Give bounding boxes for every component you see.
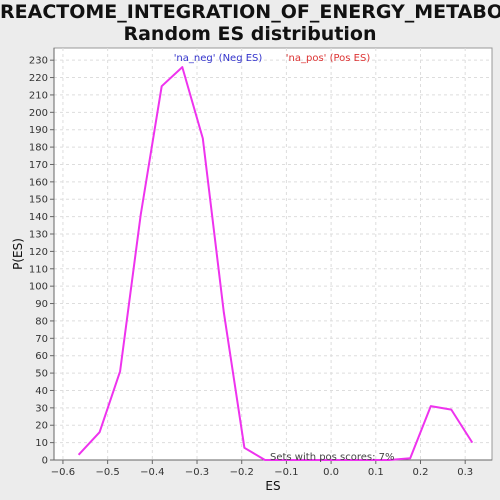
y-tick-label: 100 [29,282,48,293]
x-tick-label: −0.5 [95,467,119,478]
pos-scores-annotation: Sets with pos scores: 7% [270,452,395,463]
y-tick-label: 60 [35,351,48,362]
x-tick-label: 0.1 [368,467,384,478]
y-tick-label: 140 [29,212,48,223]
grid [54,48,492,460]
y-tick-label: 230 [29,56,48,67]
y-tick-label: 200 [29,108,48,119]
y-tick-label: 210 [29,90,48,101]
chart-title: REACTOME_INTEGRATION_OF_ENERGY_METABOLIS… [0,0,500,45]
x-tick-label: −0.2 [230,467,254,478]
y-tick-label: 150 [29,195,48,206]
legend-neg: 'na_neg' (Neg ES) [174,53,263,64]
plot-area [53,47,493,461]
y-tick-label: 180 [29,143,48,154]
y-tick-label: 90 [35,299,48,310]
y-axis-label: P(ES) [11,238,25,270]
series-layer [77,66,474,461]
y-tick-label: 110 [29,264,48,275]
y-tick-label: 20 [35,421,48,432]
y-tick-label: 220 [29,73,48,84]
y-tick-label: 160 [29,177,48,188]
x-tick-label: −0.6 [51,467,75,478]
x-tick-label: 0.0 [323,467,339,478]
y-tick-label: 80 [35,316,48,327]
x-axis-label: ES [265,479,280,493]
y-tick-label: 50 [35,369,48,380]
y-tick-label: 170 [29,160,48,171]
x-tick-label: 0.3 [457,467,473,478]
y-tick-label: 30 [35,403,48,414]
x-tick-label: −0.1 [274,467,298,478]
legend-pos: 'na_pos' (Pos ES) [286,53,371,64]
y-tick-label: 10 [35,438,48,449]
y-tick-label: 40 [35,386,48,397]
y-tick-label: 0 [42,456,48,467]
x-tick-label: 0.2 [413,467,429,478]
x-tick-label: −0.4 [140,467,164,478]
y-tick-label: 70 [35,334,48,345]
y-tick-label: 190 [29,125,48,136]
y-tick-label: 120 [29,247,48,258]
chart-title-line-2: Random ES distribution [123,23,377,45]
y-tick-label: 130 [29,230,48,241]
chart-title-line-1: REACTOME_INTEGRATION_OF_ENERGY_METABOLIS… [0,1,500,23]
es-series-line [77,66,474,461]
x-tick-label: −0.3 [185,467,209,478]
